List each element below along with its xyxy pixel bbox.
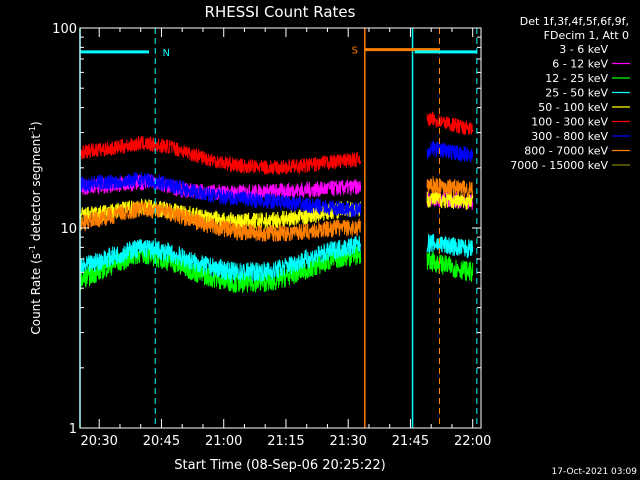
x-tick-label: 21:45 [392, 434, 429, 449]
legend-label-1: 6 - 12 keV [552, 58, 608, 71]
y-axis-label: Count Rate (s-1 detector segment-1) [28, 121, 43, 334]
series-line-7-seg-0 [80, 200, 362, 242]
y-tick-label: 10 [60, 222, 77, 237]
y-tick-label: 1 [69, 422, 77, 437]
x-axis-label: Start Time (08-Sep-06 20:25:22) [174, 458, 385, 473]
y-tick-label: 100 [52, 22, 77, 37]
y-label-part-2: detector segment [29, 134, 43, 245]
series-line-3-seg-0 [80, 235, 362, 283]
x-tick-label: 22:00 [454, 434, 491, 449]
y-label-part-3: ) [29, 121, 43, 126]
annotation-label-0: N [163, 48, 170, 59]
series-line-5-seg-0 [80, 135, 362, 175]
x-tick-label: 21:00 [205, 434, 242, 449]
legend-header-2: FDecim 1, Att 0 [544, 29, 629, 42]
timestamp: 17-Oct-2021 03:09 [552, 467, 638, 477]
chart-title: RHESSI Count Rates [205, 3, 356, 21]
series-curves [80, 111, 474, 334]
series-line-2-seg-1 [426, 251, 474, 282]
series-line-4-seg-1 [426, 190, 474, 211]
legend-label-7: 800 - 7000 keV [524, 145, 608, 158]
legend-label-4: 50 - 100 keV [538, 101, 608, 114]
legend-label-6: 300 - 800 keV [531, 130, 608, 143]
series-line-0-seg-1 [426, 292, 474, 318]
x-tick-label: 21:15 [267, 434, 304, 449]
series-line-0-seg-0 [80, 267, 362, 334]
legend-label-3: 25 - 50 keV [545, 87, 608, 100]
series-line-7-seg-1 [426, 176, 474, 198]
legend-label-5: 100 - 300 keV [531, 116, 608, 129]
x-tick-label: 20:45 [143, 434, 180, 449]
series-line-6-seg-0 [80, 172, 362, 218]
x-tick-label: 20:30 [80, 434, 117, 449]
legend-header-1: Det 1f,3f,4f,5f,6f,9f, [520, 15, 629, 28]
legend-label-8: 7000 - 15000 keV [510, 159, 608, 172]
series-line-5-seg-1 [426, 111, 474, 136]
axes: 1 10 100 20:30 20:45 21:00 21:15 21:30 21:45 22:0… [52, 22, 491, 449]
x-tick-label: 21:30 [329, 434, 366, 449]
annotation-label-1: S [352, 46, 358, 57]
series-line-3-seg-1 [426, 233, 474, 259]
y-label-sup-1: -1 [28, 245, 37, 253]
y-label-part-1: Count Rate (s [29, 253, 43, 335]
y-label-sup-2: -1 [28, 126, 37, 134]
series-line-6-seg-1 [426, 140, 474, 163]
legend-label-2: 12 - 25 keV [545, 72, 608, 85]
legend-label-0: 3 - 6 keV [559, 43, 608, 56]
